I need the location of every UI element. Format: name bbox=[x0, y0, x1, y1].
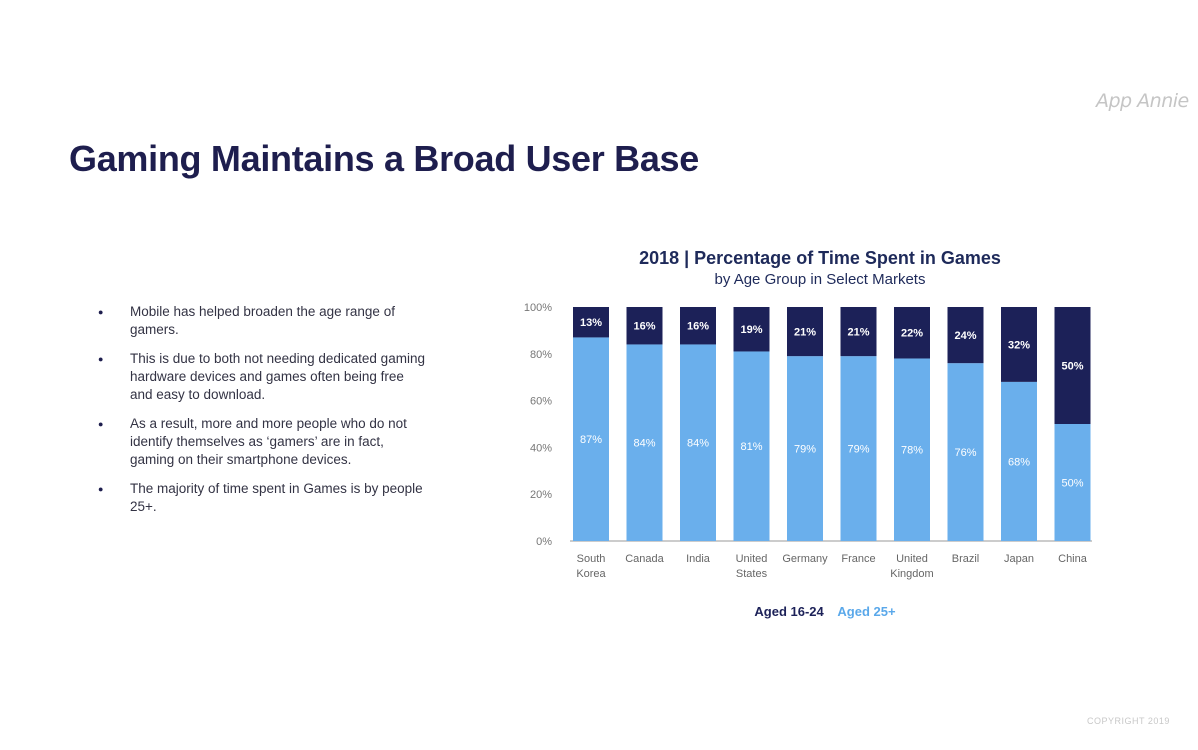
data-label-aged-16-24: 32% bbox=[1008, 339, 1030, 351]
x-tick-label: Korea bbox=[576, 568, 606, 580]
bar-aged-16-24 bbox=[840, 307, 877, 357]
bar-aged-16-24 bbox=[626, 307, 663, 345]
bar-aged-16-24 bbox=[1001, 307, 1037, 382]
data-label-aged-25-plus: 79% bbox=[847, 444, 869, 456]
bar-aged-16-24 bbox=[573, 307, 609, 338]
data-label-aged-16-24: 13% bbox=[580, 317, 602, 329]
chart-subtitle: by Age Group in Select Markets bbox=[714, 271, 926, 288]
y-tick-label: 100% bbox=[524, 302, 552, 314]
chart-legend: Aged 16-24 Aged 25+ bbox=[700, 604, 950, 619]
x-tick-label: India bbox=[686, 553, 711, 565]
data-label-aged-25-plus: 84% bbox=[633, 438, 655, 450]
bar-aged-25-plus bbox=[573, 337, 609, 541]
y-tick-label: 60% bbox=[530, 396, 552, 408]
data-label-aged-25-plus: 84% bbox=[687, 438, 709, 450]
bar-aged-16-24 bbox=[894, 307, 930, 359]
data-label-aged-16-24: 16% bbox=[687, 321, 709, 333]
bar-aged-16-24 bbox=[680, 307, 716, 345]
data-label-aged-16-24: 22% bbox=[901, 328, 923, 340]
x-tick-label: Germany bbox=[782, 553, 828, 565]
x-tick-label: Kingdom bbox=[890, 568, 933, 580]
y-tick-label: 0% bbox=[536, 536, 552, 548]
bar-aged-25-plus bbox=[787, 356, 823, 541]
data-label-aged-16-24: 19% bbox=[740, 324, 762, 336]
bar-aged-25-plus bbox=[680, 344, 716, 541]
legend-aged-25-plus: Aged 25+ bbox=[837, 604, 896, 619]
x-tick-label: Canada bbox=[625, 553, 664, 565]
bullet-list: Mobile has helped broaden the age range … bbox=[98, 303, 428, 527]
bar-aged-25-plus bbox=[1054, 424, 1091, 541]
bullet-item: The majority of time spent in Games is b… bbox=[98, 480, 428, 516]
bar-aged-25-plus bbox=[1001, 381, 1037, 541]
data-label-aged-16-24: 16% bbox=[633, 321, 655, 333]
bar-aged-16-24 bbox=[1054, 307, 1091, 424]
bar-aged-16-24 bbox=[733, 307, 770, 352]
x-tick-label: Brazil bbox=[952, 553, 980, 565]
data-label-aged-16-24: 21% bbox=[847, 327, 869, 339]
x-tick-label: China bbox=[1058, 553, 1088, 565]
x-tick-label: Japan bbox=[1004, 553, 1034, 565]
x-tick-label: United bbox=[896, 553, 928, 565]
data-label-aged-16-24: 50% bbox=[1061, 361, 1083, 373]
data-label-aged-25-plus: 81% bbox=[740, 441, 762, 453]
bar-aged-25-plus bbox=[733, 351, 770, 541]
bar-aged-25-plus bbox=[840, 356, 877, 541]
data-label-aged-16-24: 21% bbox=[794, 327, 816, 339]
x-tick-label: States bbox=[736, 568, 768, 580]
data-label-aged-25-plus: 76% bbox=[954, 447, 976, 459]
data-label-aged-25-plus: 78% bbox=[901, 445, 923, 457]
legend-aged-16-24: Aged 16-24 bbox=[754, 604, 824, 619]
bar-aged-25-plus bbox=[626, 344, 663, 541]
data-label-aged-25-plus: 79% bbox=[794, 444, 816, 456]
chart-title: 2018 | Percentage of Time Spent in Games bbox=[639, 248, 1001, 268]
bullet-item: This is due to both not needing dedicate… bbox=[98, 350, 428, 404]
x-tick-label: South bbox=[577, 553, 606, 565]
bar-aged-16-24 bbox=[947, 307, 984, 364]
page-title: Gaming Maintains a Broad User Base bbox=[69, 138, 699, 179]
y-tick-label: 40% bbox=[530, 442, 552, 454]
bullet-item: As a result, more and more people who do… bbox=[98, 415, 428, 469]
copyright-text: COPYRIGHT 2019 bbox=[1087, 716, 1170, 726]
data-label-aged-25-plus: 68% bbox=[1008, 456, 1030, 468]
y-tick-label: 80% bbox=[530, 349, 552, 361]
data-label-aged-25-plus: 50% bbox=[1061, 478, 1083, 490]
bullet-item: Mobile has helped broaden the age range … bbox=[98, 303, 428, 339]
bar-aged-25-plus bbox=[894, 358, 930, 541]
x-tick-label: United bbox=[736, 553, 768, 565]
data-label-aged-16-24: 24% bbox=[954, 330, 976, 342]
brand-logo: App Annie bbox=[1096, 90, 1189, 112]
y-tick-label: 20% bbox=[530, 489, 552, 501]
data-label-aged-25-plus: 87% bbox=[580, 434, 602, 446]
bar-aged-16-24 bbox=[787, 307, 823, 357]
x-tick-label: France bbox=[841, 553, 875, 565]
bar-aged-25-plus bbox=[947, 363, 984, 541]
